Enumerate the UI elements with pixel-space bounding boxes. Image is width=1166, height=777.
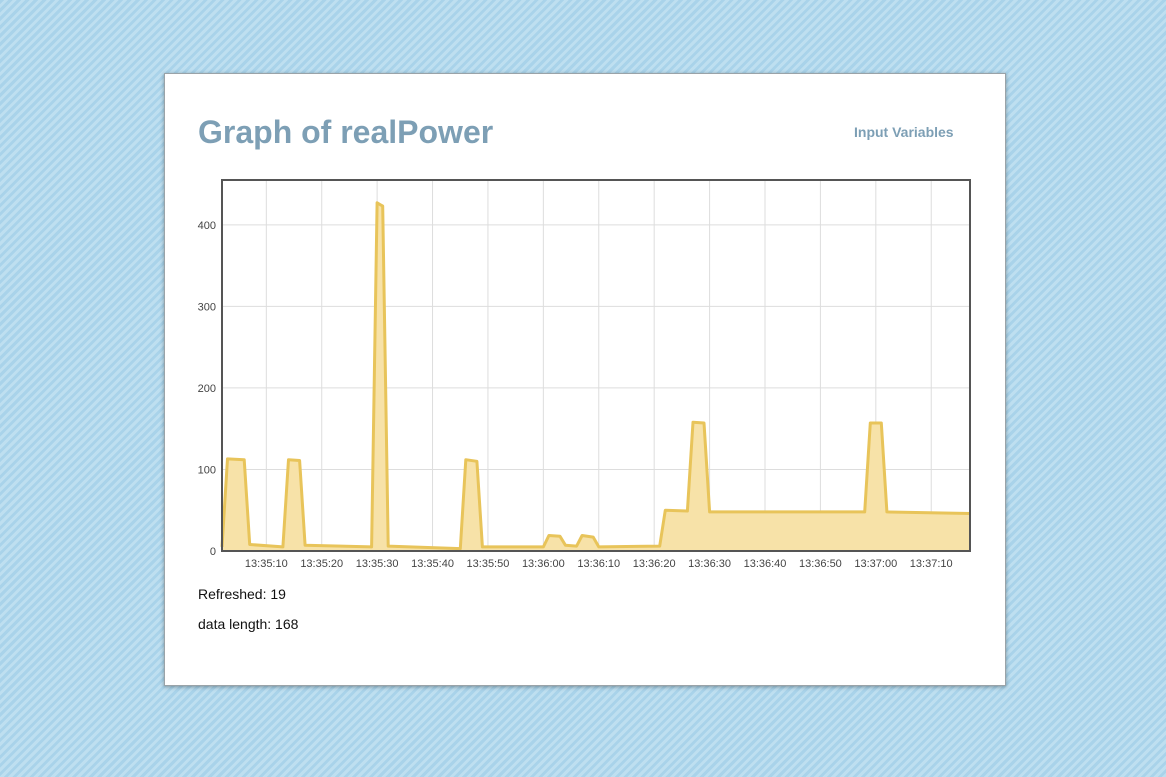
y-tick-label: 300 <box>198 301 216 313</box>
x-tick-label: 13:35:10 <box>245 558 288 570</box>
series-line <box>220 201 971 551</box>
x-axis-labels: 13:35:10 13:35:20 13:35:30 13:35:40 13:35:50… <box>245 558 953 570</box>
graph-panel: Graph of realPower Input Variables 0 100 2… <box>164 73 1006 686</box>
x-tick-label: 13:36:20 <box>633 558 676 570</box>
x-tick-label: 13:36:00 <box>522 558 565 570</box>
x-tick-label: 13:36:50 <box>799 558 842 570</box>
y-tick-label: 100 <box>198 464 216 476</box>
y-tick-label: 200 <box>198 383 216 395</box>
x-tick-label: 13:37:10 <box>910 558 953 570</box>
area-layer <box>220 201 971 552</box>
input-variables-link[interactable]: Input Variables <box>854 124 954 140</box>
x-tick-label: 13:36:10 <box>577 558 620 570</box>
x-tick-label: 13:36:30 <box>688 558 731 570</box>
plot-frame <box>221 179 971 552</box>
x-tick-label: 13:35:20 <box>300 558 343 570</box>
y-axis-labels: 0 100 200 300 400 <box>198 220 216 558</box>
x-tick-label: 13:35:30 <box>356 558 399 570</box>
chart-grid <box>222 180 970 551</box>
area-fill <box>222 202 970 552</box>
refreshed-count: Refreshed: 19 <box>198 586 286 602</box>
x-tick-label: 13:36:40 <box>744 558 787 570</box>
x-tick-label: 13:35:50 <box>467 558 510 570</box>
x-tick-label: 13:35:40 <box>411 558 454 570</box>
data-length: data length: 168 <box>198 616 299 632</box>
y-tick-label: 0 <box>210 546 216 558</box>
x-tick-label: 13:37:00 <box>854 558 897 570</box>
page-title: Graph of realPower <box>198 114 494 150</box>
y-tick-label: 400 <box>198 220 216 232</box>
